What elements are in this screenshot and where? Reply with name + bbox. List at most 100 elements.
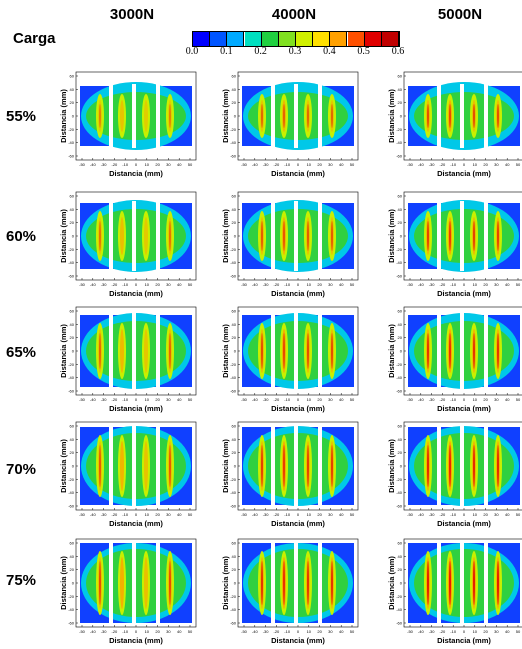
x-tick-label: -20: [274, 397, 281, 402]
x-tick-label: 30: [494, 162, 499, 167]
x-axis-label: Distancia (mm): [271, 289, 325, 298]
x-tick-label: -50: [79, 282, 86, 287]
tread-groove: [271, 84, 275, 148]
x-axis-label: Distancia (mm): [437, 289, 491, 298]
colorbar-tick-label: 0.0: [185, 46, 199, 57]
pressure-max: [261, 333, 263, 369]
y-tick-label: 40: [70, 554, 75, 559]
x-tick-label: -40: [418, 282, 425, 287]
y-tick-label: -40: [68, 140, 75, 145]
y-axis-label: Distancia (mm): [60, 324, 68, 378]
pressure-max: [307, 333, 309, 369]
y-tick-label: -20: [230, 362, 237, 367]
y-axis-label: Distancia (mm): [60, 89, 68, 143]
tread-groove: [460, 84, 464, 148]
tread-groove: [156, 201, 160, 271]
x-tick-label: 30: [328, 629, 333, 634]
x-tick-label: 20: [483, 512, 488, 517]
y-tick-label: 60: [70, 309, 75, 314]
x-tick-label: -40: [90, 512, 97, 517]
y-axis-label: Distancia (mm): [60, 439, 68, 493]
pressure-max: [427, 561, 429, 605]
pressure-max: [307, 221, 309, 251]
y-tick-label: -40: [396, 490, 403, 495]
y-tick-label: -20: [230, 247, 237, 252]
pressure-peak: [144, 441, 148, 491]
x-axis-label: Distancia (mm): [109, 289, 163, 298]
x-tick-label: 30: [494, 512, 499, 517]
pressure-peak: [98, 217, 102, 255]
pressure-max: [331, 104, 333, 128]
x-tick-label: 20: [317, 512, 322, 517]
x-tick-label: 20: [155, 282, 160, 287]
pressure-peak: [120, 329, 124, 373]
y-tick-label: 40: [398, 322, 403, 327]
x-tick-label: -50: [241, 282, 248, 287]
colorbar-segment: [193, 32, 211, 46]
y-tick-label: 40: [398, 554, 403, 559]
pressure-max: [169, 445, 171, 487]
y-tick-label: 40: [70, 87, 75, 92]
y-tick-label: -60: [68, 504, 75, 509]
y-tick-label: 0: [72, 464, 75, 469]
tread-groove: [294, 84, 298, 148]
pressure-max: [99, 104, 101, 128]
x-tick-label: -20: [440, 162, 447, 167]
x-tick-label: -40: [252, 397, 259, 402]
pressure-contour-high: [96, 94, 104, 138]
colorbar-tick-label: 0.5: [357, 46, 370, 57]
x-tick-label: -50: [79, 629, 86, 634]
x-tick-label: 10: [145, 162, 150, 167]
x-tick-label: -20: [274, 629, 281, 634]
y-tick-label: -20: [396, 362, 403, 367]
y-tick-label: 40: [232, 207, 237, 212]
x-tick-label: -50: [407, 629, 414, 634]
tread-groove: [437, 313, 441, 389]
x-tick-label: 20: [317, 162, 322, 167]
x-tick-label: 20: [317, 397, 322, 402]
y-tick-label: 0: [234, 349, 237, 354]
x-tick-label: -20: [440, 512, 447, 517]
y-axis-label: Distancia (mm): [388, 89, 396, 143]
x-tick-label: 40: [339, 282, 344, 287]
pressure-max: [427, 104, 429, 128]
x-tick-label: 50: [350, 629, 355, 634]
tread-groove: [437, 425, 441, 507]
y-tick-label: 60: [232, 194, 237, 199]
y-tick-label: -60: [396, 274, 403, 279]
y-tick-label: -60: [68, 389, 75, 394]
x-tick-label: -40: [90, 629, 97, 634]
y-tick-label: -40: [396, 607, 403, 612]
tread-groove: [109, 313, 113, 389]
pressure-peak: [98, 100, 102, 132]
x-tick-label: 50: [188, 397, 193, 402]
x-axis-label: Distancia (mm): [437, 636, 491, 645]
pressure-max: [99, 561, 101, 605]
pressure-peak: [306, 100, 310, 132]
tread-groove: [156, 84, 160, 148]
pressure-max: [331, 333, 333, 369]
pressure-peak: [120, 217, 124, 255]
y-tick-label: -40: [230, 490, 237, 495]
x-tick-label: -40: [418, 629, 425, 634]
tread-groove: [294, 425, 298, 507]
x-tick-label: -20: [112, 282, 119, 287]
y-tick-label: -40: [396, 375, 403, 380]
x-tick-label: 50: [188, 282, 193, 287]
x-tick-label: 30: [166, 162, 171, 167]
x-tick-label: -50: [407, 397, 414, 402]
x-tick-label: 50: [516, 629, 521, 634]
pressure-max: [283, 221, 285, 251]
x-tick-label: -30: [429, 162, 436, 167]
x-tick-label: -30: [263, 512, 270, 517]
tread-groove: [460, 425, 464, 507]
x-tick-label: -20: [274, 162, 281, 167]
y-axis-label: Distancia (mm): [388, 439, 396, 493]
pressure-peak: [144, 217, 148, 255]
y-tick-label: 0: [72, 234, 75, 239]
y-tick-label: 60: [70, 424, 75, 429]
colorbar-tick-label: 0.2: [254, 46, 267, 57]
y-tick-label: -60: [396, 389, 403, 394]
